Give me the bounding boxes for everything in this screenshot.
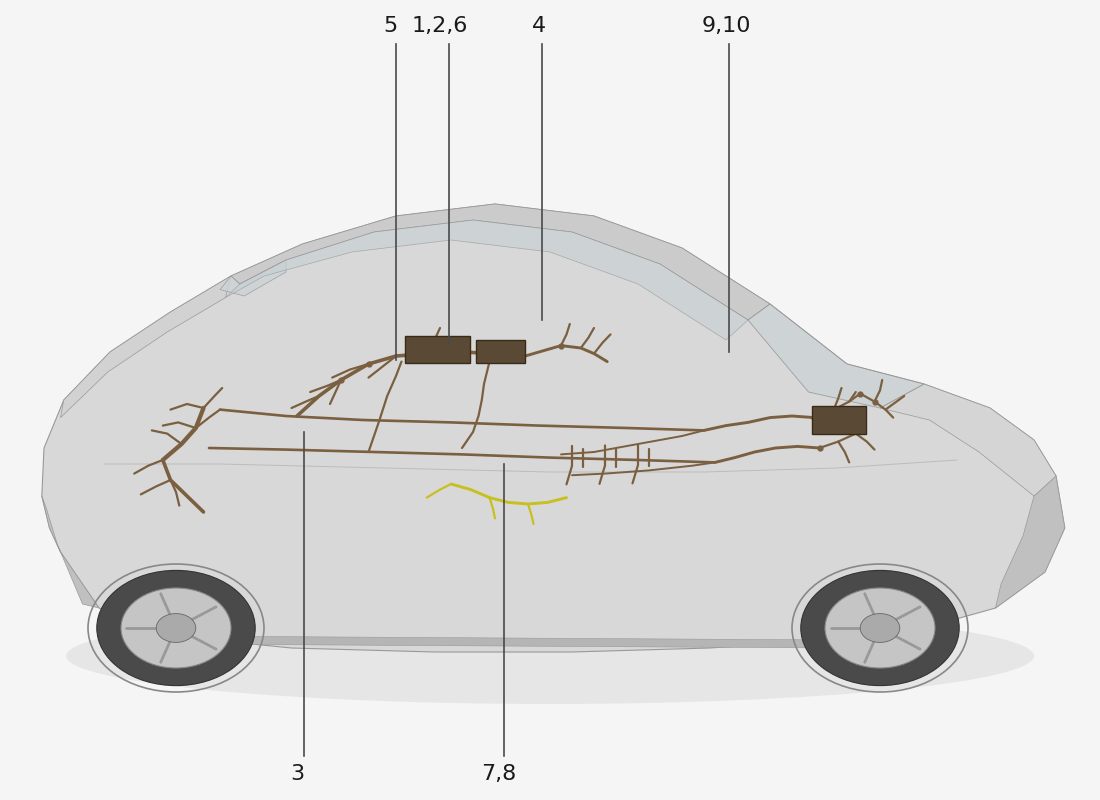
FancyBboxPatch shape	[476, 340, 525, 363]
Ellipse shape	[66, 608, 1034, 704]
Text: 3: 3	[290, 764, 304, 784]
Polygon shape	[996, 476, 1065, 608]
Circle shape	[860, 614, 900, 642]
Circle shape	[156, 614, 196, 642]
Polygon shape	[42, 496, 99, 608]
Text: 4: 4	[532, 16, 546, 36]
FancyBboxPatch shape	[405, 336, 470, 363]
Circle shape	[801, 570, 959, 686]
Circle shape	[825, 588, 935, 668]
Polygon shape	[170, 628, 924, 648]
Text: 1,2,6: 1,2,6	[411, 16, 469, 36]
Polygon shape	[42, 204, 1065, 652]
Text: 9,10: 9,10	[702, 16, 750, 36]
FancyBboxPatch shape	[812, 406, 866, 434]
Polygon shape	[880, 384, 1056, 496]
Text: 5: 5	[384, 16, 397, 36]
Polygon shape	[226, 220, 748, 340]
Text: a passion for parts since 1985: a passion for parts since 1985	[376, 510, 724, 642]
Text: euroParts: euroParts	[186, 276, 914, 620]
Circle shape	[121, 588, 231, 668]
Polygon shape	[748, 304, 924, 408]
Text: 7,8: 7,8	[481, 764, 516, 784]
Circle shape	[97, 570, 255, 686]
Polygon shape	[220, 260, 286, 296]
Polygon shape	[60, 276, 231, 418]
Polygon shape	[231, 204, 770, 320]
